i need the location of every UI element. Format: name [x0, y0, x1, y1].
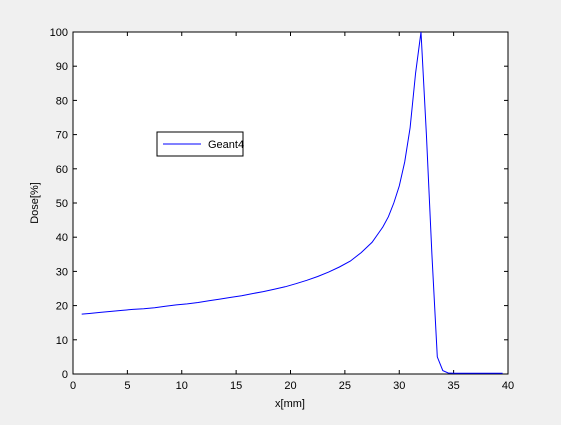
x-tick-label: 20	[284, 380, 296, 392]
y-tick-label: 40	[56, 232, 68, 244]
x-axis-label: x[mm]	[275, 398, 305, 410]
x-tick-label: 5	[124, 380, 130, 392]
legend-label-geant4: Geant4	[208, 139, 244, 151]
y-tick-label: 60	[56, 164, 68, 176]
series-line-geant4	[81, 31, 503, 374]
y-tick-label: 0	[62, 369, 68, 381]
y-tick-label: 30	[56, 266, 68, 278]
x-tick-label: 40	[502, 380, 514, 392]
x-tick-label: 30	[393, 380, 405, 392]
x-tick-label: 0	[70, 380, 76, 392]
y-tick-label: 100	[50, 27, 68, 39]
plot-area	[72, 31, 509, 375]
axis-ticks: 0 5 10 15 20 25 30 35 40 0 10 20 30 40 50 60 70 80 90 100	[50, 27, 514, 392]
x-tick-label: 15	[230, 380, 242, 392]
y-tick-label: 50	[56, 198, 68, 210]
x-tick-label: 25	[339, 380, 351, 392]
y-axis-label: Dose[%]	[29, 182, 41, 224]
series-layer	[81, 31, 503, 374]
y-tick-label: 10	[56, 335, 68, 347]
y-tick-label: 20	[56, 301, 68, 313]
x-tick-label: 35	[448, 380, 460, 392]
y-tick-label: 80	[56, 95, 68, 107]
x-tick-label: 10	[176, 380, 188, 392]
y-tick-label: 70	[56, 130, 68, 142]
legend: Geant4	[156, 131, 244, 157]
y-tick-label: 90	[56, 61, 68, 73]
